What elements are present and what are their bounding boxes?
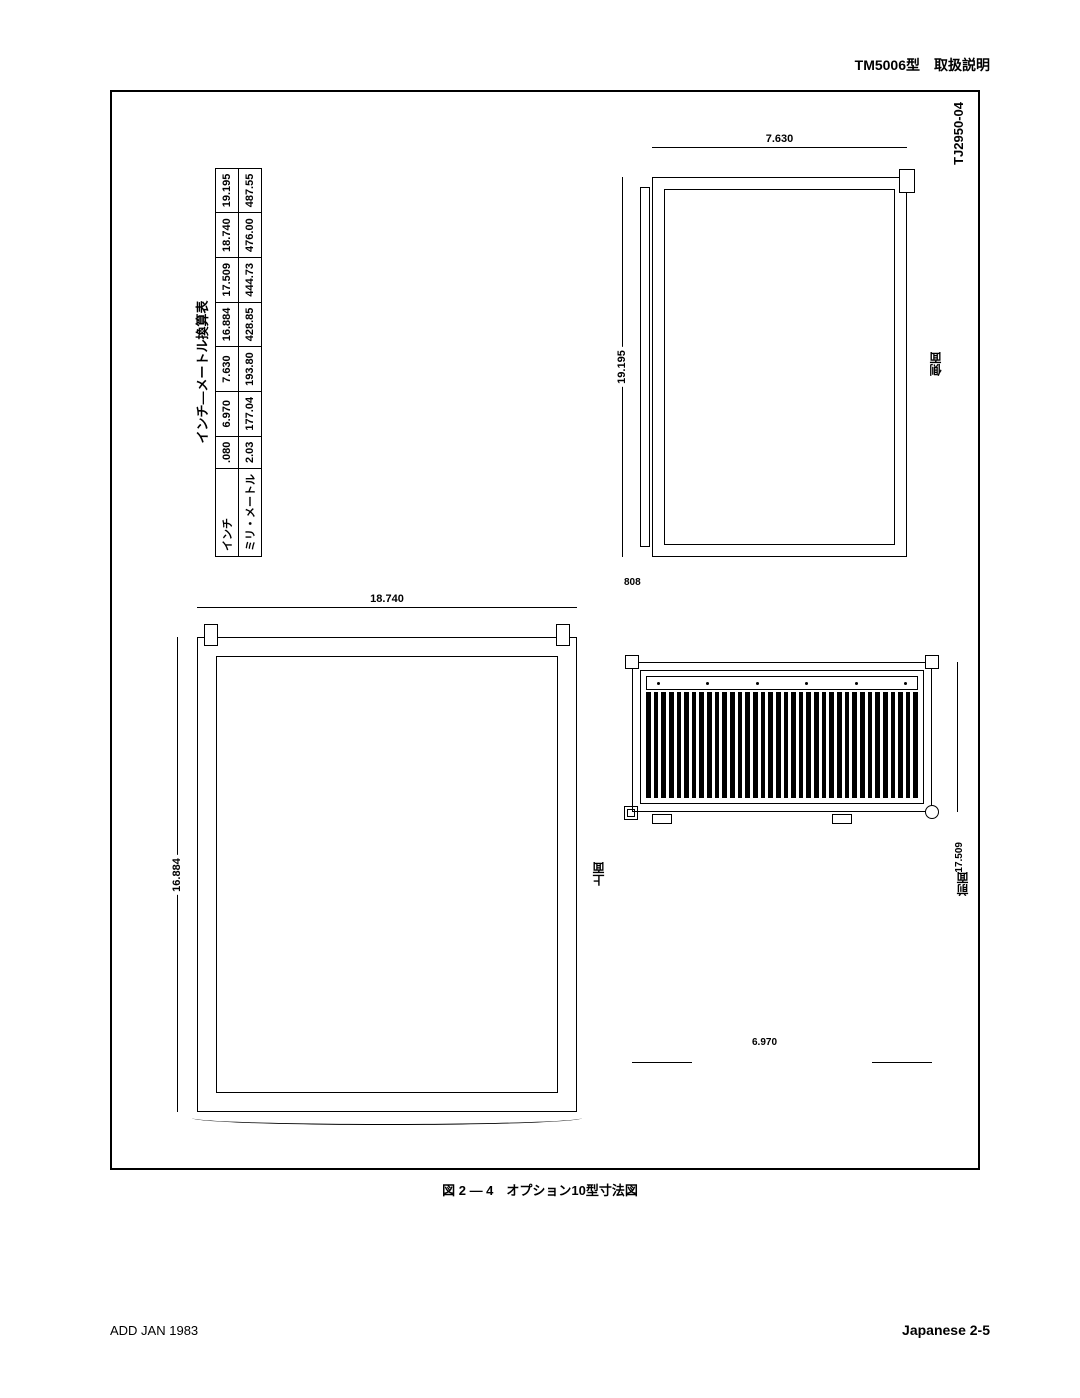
- top-view: [197, 637, 577, 1112]
- cell: 444.73: [239, 257, 262, 302]
- cell: 16.884: [216, 302, 239, 347]
- drawing-frame: TJ2950-04 インチ—メートル換算表 インチ .080 6.970 7.6…: [110, 90, 980, 1170]
- cell: 18.740: [216, 213, 239, 258]
- dim-label: 19.195: [616, 347, 628, 387]
- page: TM5006型 取扱説明 TJ2950-04 インチ—メートル換算表 インチ .…: [0, 0, 1080, 1398]
- front-view-vents: [646, 692, 918, 798]
- cell: 7.630: [216, 347, 239, 392]
- top-view-curve: [192, 1111, 582, 1125]
- row-label: インチ: [216, 469, 239, 557]
- cell: 193.80: [239, 347, 262, 392]
- cell: .080: [216, 436, 239, 468]
- dim-top-depth: 18.740: [197, 597, 577, 617]
- front-view-panel: [646, 676, 918, 690]
- side-view-handle: [899, 169, 915, 193]
- view-label-front: 前面: [954, 872, 971, 896]
- drawing-id: TJ2950-04: [951, 102, 966, 165]
- footer-page: Japanese 2-5: [902, 1322, 990, 1338]
- top-view-handle: [556, 624, 570, 646]
- cell: 6.970: [216, 391, 239, 436]
- row-label: ミリ・メートル: [239, 469, 262, 557]
- table-row: インチ .080 6.970 7.630 16.884 17.509 18.74…: [216, 168, 239, 556]
- dim-front-width: [632, 1052, 932, 1072]
- side-view-inner: [664, 189, 895, 545]
- dim-label: 16.884: [171, 855, 183, 895]
- foot-icon: [652, 814, 672, 824]
- view-label-top: 上面: [590, 862, 607, 886]
- dim-label: 17.509: [954, 842, 965, 873]
- cell: 476.00: [239, 213, 262, 258]
- foot-icon: [832, 814, 852, 824]
- dim-side-foot: 808: [624, 577, 641, 588]
- cell: 428.85: [239, 302, 262, 347]
- cell: 487.55: [239, 168, 262, 213]
- corner-icon: [925, 655, 939, 669]
- front-view: [632, 662, 932, 812]
- dim-top-width: 16.884: [167, 637, 187, 1112]
- dim-front-height: [947, 662, 967, 812]
- knob-icon: [925, 805, 939, 819]
- cell: 177.04: [239, 391, 262, 436]
- top-view-inner: [216, 656, 558, 1093]
- cell: 2.03: [239, 436, 262, 468]
- dim-front-width-label: 6.970: [752, 1037, 777, 1048]
- side-view-feet: [640, 187, 650, 547]
- dim-label: 18.740: [367, 593, 407, 605]
- dim-side-height: 7.630: [652, 137, 907, 157]
- corner-icon: [624, 806, 638, 820]
- cell: 19.195: [216, 168, 239, 213]
- corner-icon: [625, 655, 639, 669]
- side-view: [652, 177, 907, 557]
- view-label-side: 側面: [927, 352, 944, 376]
- dim-side-depth: 19.195: [612, 177, 632, 557]
- top-view-handle: [204, 624, 218, 646]
- page-header: TM5006型 取扱説明: [855, 55, 990, 75]
- conversion-table-title: インチ—メートル換算表: [192, 187, 211, 557]
- dim-label: 7.630: [763, 133, 797, 145]
- table-row: ミリ・メートル 2.03 177.04 193.80 428.85 444.73…: [239, 168, 262, 556]
- conversion-table: インチ—メートル換算表 インチ .080 6.970 7.630 16.884 …: [192, 187, 272, 557]
- conversion-table-body: インチ .080 6.970 7.630 16.884 17.509 18.74…: [215, 168, 262, 557]
- footer-date: ADD JAN 1983: [110, 1323, 198, 1338]
- cell: 17.509: [216, 257, 239, 302]
- figure-caption: 図 2 — 4 オプション10型寸法図: [442, 1180, 638, 1199]
